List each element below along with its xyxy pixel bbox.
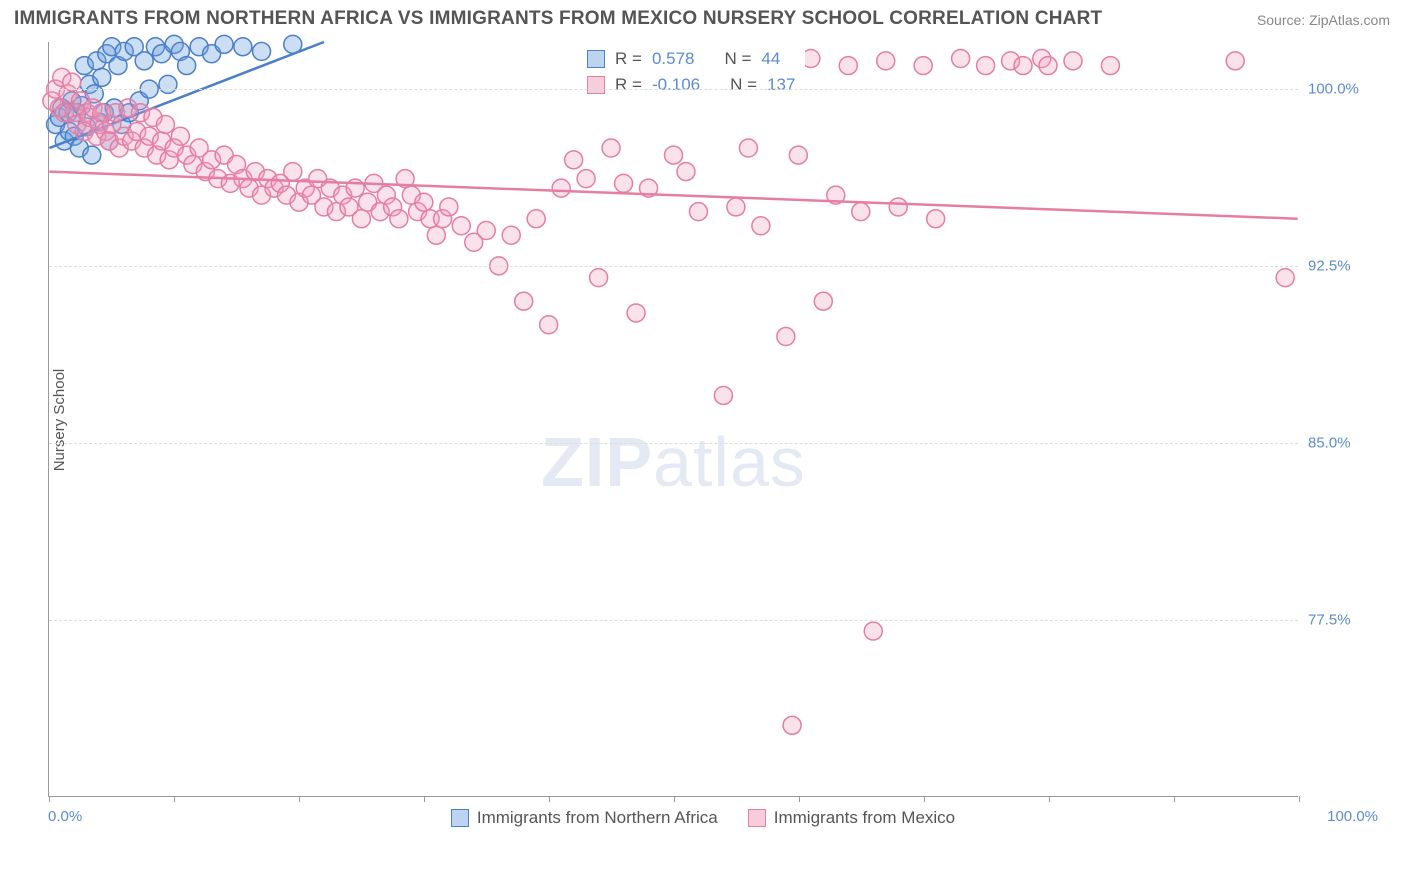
legend-row-0: R = 0.578 N = 44: [587, 46, 795, 72]
scatter-point: [783, 716, 801, 734]
scatter-point: [540, 316, 558, 334]
scatter-point: [215, 35, 233, 53]
scatter-point: [615, 174, 633, 192]
x-tick: [1174, 796, 1175, 802]
trend-line: [49, 172, 1297, 219]
correlation-legend: R = 0.578 N = 44 R = -0.106 N = 137: [577, 42, 805, 102]
scatter-point: [977, 57, 995, 75]
scatter-point: [527, 210, 545, 228]
legend-r-label-1: R =: [615, 72, 642, 98]
scatter-point: [415, 193, 433, 211]
scatter-point: [159, 75, 177, 93]
scatter-point: [677, 163, 695, 181]
scatter-point: [889, 198, 907, 216]
scatter-point: [477, 222, 495, 240]
bottom-legend-swatch-1: [748, 809, 766, 827]
scatter-point: [427, 226, 445, 244]
y-tick-label: 100.0%: [1308, 81, 1378, 98]
scatter-point: [390, 210, 408, 228]
scatter-point: [914, 57, 932, 75]
plot-area: R = 0.578 N = 44 R = -0.106 N = 137 ZIPa…: [48, 42, 1298, 797]
x-tick: [674, 796, 675, 802]
scatter-point: [93, 68, 111, 86]
gridline: [49, 443, 1298, 444]
legend-n-label-1: N =: [730, 72, 757, 98]
gridline: [49, 89, 1298, 90]
scatter-point: [864, 622, 882, 640]
scatter-point: [253, 42, 271, 60]
scatter-point: [440, 198, 458, 216]
scatter-point: [1276, 269, 1294, 287]
scatter-point: [234, 38, 252, 56]
scatter-point: [552, 179, 570, 197]
y-tick-label: 77.5%: [1308, 612, 1378, 629]
scatter-point: [777, 328, 795, 346]
scatter-point: [665, 146, 683, 164]
scatter-point: [590, 269, 608, 287]
x-tick: [174, 796, 175, 802]
scatter-point: [178, 57, 196, 75]
x-tick: [49, 796, 50, 802]
scatter-point: [284, 163, 302, 181]
x-tick: [1049, 796, 1050, 802]
scatter-point: [714, 386, 732, 404]
gridline: [49, 620, 1298, 621]
legend-row-1: R = -0.106 N = 137: [587, 72, 795, 98]
scatter-point: [814, 292, 832, 310]
scatter-point: [727, 198, 745, 216]
scatter-point: [83, 146, 101, 164]
scatter-point: [352, 210, 370, 228]
legend-n-val-0: 44: [761, 46, 780, 72]
scatter-point: [156, 115, 174, 133]
legend-r-val-1: -0.106: [652, 72, 700, 98]
x-tick: [299, 796, 300, 802]
scatter-point: [1039, 57, 1057, 75]
scatter-point: [515, 292, 533, 310]
scatter-point: [789, 146, 807, 164]
y-tick-label: 92.5%: [1308, 258, 1378, 275]
legend-swatch-0: [587, 50, 605, 68]
x-tick: [799, 796, 800, 802]
scatter-point: [952, 50, 970, 68]
chart-title: IMMIGRANTS FROM NORTHERN AFRICA VS IMMIG…: [14, 8, 1102, 30]
x-tick: [549, 796, 550, 802]
scatter-point: [1064, 52, 1082, 70]
legend-r-label-0: R =: [615, 46, 642, 72]
scatter-point: [602, 139, 620, 157]
y-tick-label: 85.0%: [1308, 435, 1378, 452]
bottom-legend-item-1: Immigrants from Mexico: [748, 808, 955, 828]
legend-swatch-1: [587, 76, 605, 94]
bottom-legend-item-0: Immigrants from Northern Africa: [451, 808, 718, 828]
legend-r-val-0: 0.578: [652, 46, 695, 72]
scatter-point: [1226, 52, 1244, 70]
gridline: [49, 266, 1298, 267]
bottom-legend-label-0: Immigrants from Northern Africa: [477, 808, 718, 828]
scatter-point: [839, 57, 857, 75]
scatter-point: [927, 210, 945, 228]
scatter-point: [689, 203, 707, 221]
scatter-point: [452, 217, 470, 235]
scatter-point: [577, 170, 595, 188]
bottom-legend-label-1: Immigrants from Mexico: [774, 808, 955, 828]
bottom-legend-swatch-0: [451, 809, 469, 827]
scatter-point: [852, 203, 870, 221]
scatter-point: [1014, 57, 1032, 75]
x-tick: [1299, 796, 1300, 802]
scatter-point: [752, 217, 770, 235]
scatter-point: [565, 151, 583, 169]
scatter-point: [877, 52, 895, 70]
plot-svg: [49, 42, 1298, 796]
scatter-point: [627, 304, 645, 322]
scatter-point: [739, 139, 757, 157]
legend-n-label-0: N =: [724, 46, 751, 72]
scatter-point: [171, 127, 189, 145]
scatter-point: [502, 226, 520, 244]
x-tick: [924, 796, 925, 802]
bottom-legend: Immigrants from Northern Africa Immigran…: [0, 808, 1406, 828]
scatter-point: [1101, 57, 1119, 75]
x-tick: [424, 796, 425, 802]
source-attribution: Source: ZipAtlas.com: [1257, 12, 1390, 28]
legend-n-val-1: 137: [767, 72, 795, 98]
